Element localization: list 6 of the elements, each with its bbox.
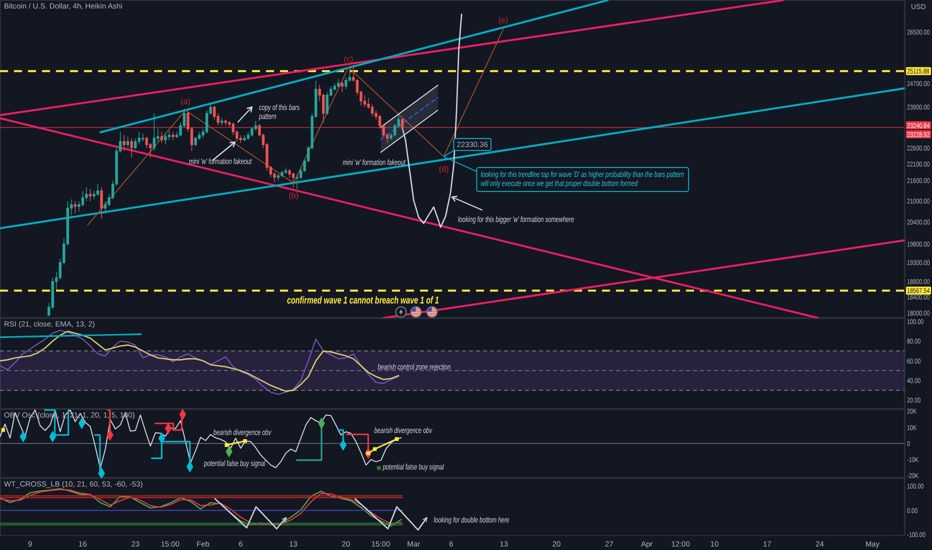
annotation: (d) (438, 164, 449, 174)
annotation: (e) (498, 16, 508, 26)
annotation: (a) (180, 97, 191, 106)
annotation: (b) (288, 191, 299, 200)
annotation: (c) (344, 54, 354, 64)
annotation: confirmed wave 1 cannot breach wave 1 of 1 (287, 294, 440, 306)
